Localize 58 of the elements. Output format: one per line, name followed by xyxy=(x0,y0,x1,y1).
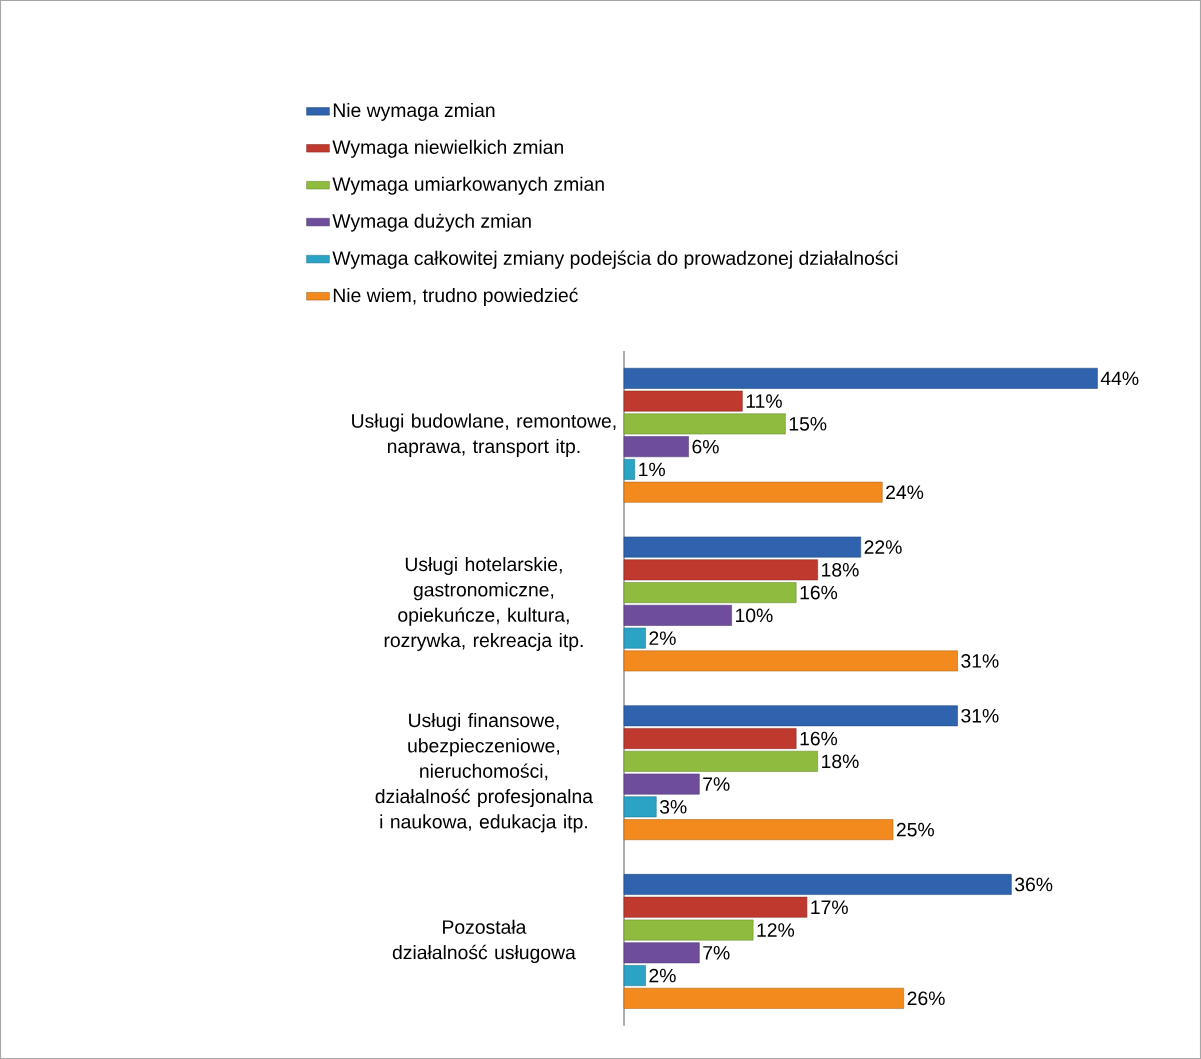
data-label: 2% xyxy=(649,631,676,645)
data-label: 2% xyxy=(649,968,676,983)
legend-label: Nie wymaga zmian xyxy=(333,102,495,121)
data-label: 16% xyxy=(800,731,838,746)
bar xyxy=(623,965,646,986)
bar xyxy=(623,582,797,604)
bar xyxy=(623,942,700,964)
data-label: 10% xyxy=(736,608,773,623)
data-label: 22% xyxy=(864,540,902,554)
data-label: 1% xyxy=(639,462,665,477)
data-label: 36% xyxy=(1015,877,1053,892)
data-label: 25% xyxy=(896,822,934,837)
data-label: 7% xyxy=(703,777,730,791)
bar xyxy=(623,728,797,749)
y-tick-label: Pozostała działalność usługowa xyxy=(392,919,576,964)
data-label: 3% xyxy=(659,800,687,814)
bar xyxy=(623,367,1098,389)
data-label: 12% xyxy=(757,923,795,937)
bar xyxy=(623,436,689,458)
data-label: 11% xyxy=(746,394,782,408)
bar xyxy=(623,750,818,772)
bar xyxy=(623,874,1012,895)
bar xyxy=(623,896,808,918)
data-label: 26% xyxy=(907,991,945,1006)
data-label: 18% xyxy=(822,562,859,577)
bar xyxy=(623,650,958,672)
bar xyxy=(623,705,958,727)
bar xyxy=(623,987,905,1009)
data-label: 15% xyxy=(789,417,827,431)
legend-label: Wymaga umiarkowanych zmian xyxy=(332,176,604,195)
bar xyxy=(623,819,894,841)
data-label: 31% xyxy=(961,654,999,668)
data-label: 6% xyxy=(692,439,719,454)
legend-label: Wymaga niewielkich zmian xyxy=(332,139,563,158)
data-label: 44% xyxy=(1100,371,1139,386)
bar xyxy=(623,459,636,480)
data-label: 7% xyxy=(703,946,730,960)
data-label: 18% xyxy=(822,754,859,769)
data-label: 24% xyxy=(886,485,924,500)
y-tick-label: Usługi budowlane, remontowe, naprawa, transport itp. xyxy=(352,413,616,457)
bar xyxy=(623,481,883,503)
legend-label: Wymaga dużych zmian xyxy=(332,213,531,232)
data-label: 16% xyxy=(800,585,838,600)
legend-label: Nie wiem, trudno powiedzieć xyxy=(333,287,578,306)
data-label: 31% xyxy=(961,708,999,723)
y-tick-label: Usługi finansowe, ubezpieczeniowe, nieruchomości, działalność profesjonalna i naukowa, edukacja itp. xyxy=(375,713,593,833)
bar xyxy=(623,605,732,626)
bar xyxy=(623,536,861,558)
legend-label: Wymaga całkowitej zmiany podejścia do prowadzonej działalności xyxy=(332,250,898,269)
bar xyxy=(623,413,786,435)
bar xyxy=(623,773,700,795)
bar xyxy=(623,390,743,412)
bar xyxy=(623,796,657,818)
bar xyxy=(623,627,646,649)
bar xyxy=(623,559,818,581)
data-label: 17% xyxy=(811,900,848,915)
bar xyxy=(623,919,754,941)
y-tick-label: Usługi hotelarskie, gastronomiczne, opiekuńcze, kultura, rozrywka, rekreacja itp. xyxy=(384,556,583,652)
